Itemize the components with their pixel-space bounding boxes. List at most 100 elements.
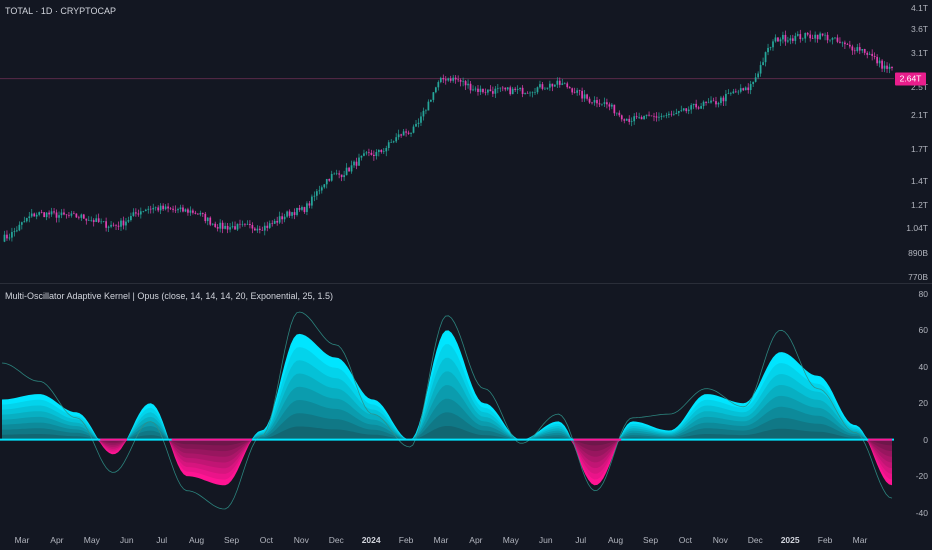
candle-body — [692, 103, 695, 106]
candle-body — [618, 112, 621, 116]
candle-body — [216, 226, 219, 229]
candle-body — [390, 142, 393, 143]
candle-body — [194, 212, 197, 214]
candle-body — [13, 231, 16, 233]
pane-divider[interactable] — [0, 283, 932, 284]
candle-body — [727, 93, 730, 94]
candle-body — [670, 113, 673, 115]
candle-body — [863, 49, 866, 53]
price-scale[interactable]: 4.1T 3.6T 3.1T 2.5T 2.1T 1.7T 1.4T 1.2T 1.04T 890… — [894, 0, 932, 283]
time-tick: Dec — [328, 535, 344, 545]
candle-body — [608, 104, 611, 107]
candle-body — [809, 34, 812, 39]
candle-body — [777, 37, 779, 42]
bear-band — [2, 439, 892, 486]
candle-body — [286, 211, 288, 217]
candle-body — [685, 108, 688, 112]
candle-body — [536, 87, 539, 93]
candle-body — [278, 216, 281, 223]
price-chart[interactable] — [0, 0, 894, 283]
candle-body — [350, 165, 353, 172]
candle-body — [705, 101, 707, 103]
candle-body — [675, 112, 678, 115]
candle-body — [189, 210, 192, 213]
oscillator-pane[interactable]: Multi-Oscillator Adaptive Kernel | Opus … — [0, 284, 894, 528]
time-scale[interactable]: Mar Apr May Jun Jul Aug Sep Oct Nov Dec 2024 Feb Mar… — [0, 528, 894, 550]
candle-body — [75, 213, 78, 218]
candle-body — [28, 216, 31, 219]
candle-body — [102, 221, 105, 222]
candle-body — [444, 79, 447, 81]
oscillator-tick: 0 — [923, 434, 928, 445]
candle-body — [402, 131, 405, 136]
candle-body — [576, 90, 579, 93]
candle-body — [434, 87, 437, 93]
candle-body — [368, 152, 370, 153]
candle-body — [529, 92, 531, 94]
candle-body — [883, 65, 886, 69]
candle-body — [144, 209, 147, 212]
price-tick: 890B — [908, 248, 928, 259]
time-tick: Mar — [433, 535, 449, 545]
candle-body — [816, 34, 819, 40]
candle-body — [643, 115, 645, 120]
candle-body — [33, 213, 36, 217]
candle-body — [878, 60, 881, 64]
candle-body — [858, 47, 861, 51]
candle-body — [806, 33, 809, 35]
candle-body — [886, 65, 888, 69]
candle-body — [135, 212, 137, 214]
candle-body — [601, 103, 603, 105]
candle-body — [524, 93, 526, 95]
candle-body — [43, 212, 46, 218]
candle-body — [573, 92, 576, 94]
candle-body — [375, 152, 378, 157]
candle-body — [73, 213, 75, 215]
candle-body — [182, 207, 184, 212]
candle-body — [482, 88, 484, 93]
oscillator-scale[interactable]: 80 60 40 20 0 -20 -40 — [894, 284, 932, 528]
candle-body — [811, 38, 814, 39]
candle-body — [804, 33, 807, 39]
candle-body — [387, 142, 390, 148]
candle-body — [871, 53, 874, 57]
candle-body — [717, 102, 720, 105]
candle-body — [226, 225, 229, 230]
candle-body — [169, 208, 172, 210]
price-pane[interactable]: TOTAL · 1D · CRYPTOCAP — [0, 0, 894, 283]
candle-body — [680, 110, 683, 112]
candle-body — [405, 131, 407, 133]
candle-body — [420, 116, 422, 123]
candle-body — [489, 89, 492, 92]
indicator-legend[interactable]: Multi-Oscillator Adaptive Kernel | Opus … — [5, 291, 334, 301]
candle-body — [353, 161, 355, 166]
bear-band — [2, 439, 892, 463]
candle-body — [139, 211, 142, 215]
candle-body — [789, 38, 792, 41]
time-tick: Apr — [469, 535, 483, 545]
candle-body — [484, 92, 487, 93]
candle-body — [539, 84, 541, 88]
candle-body — [370, 152, 373, 155]
candle-body — [400, 134, 403, 136]
candle-body — [784, 34, 787, 42]
candle-body — [430, 99, 432, 102]
candle-body — [192, 210, 194, 213]
candle-body — [288, 211, 291, 216]
candle-body — [271, 223, 274, 224]
oscillator-chart[interactable] — [0, 284, 894, 528]
candle-body — [40, 212, 43, 213]
bear-band — [2, 439, 892, 480]
symbol-legend[interactable]: TOTAL · 1D · CRYPTOCAP — [5, 6, 117, 16]
candle-body — [187, 209, 189, 213]
kernel-bands — [2, 330, 892, 486]
candle-body — [53, 211, 55, 213]
candle-body — [201, 212, 204, 214]
oscillator-tick: 80 — [918, 288, 928, 299]
candle-body — [526, 93, 529, 94]
candle-body — [234, 226, 236, 230]
candle-body — [491, 91, 494, 94]
candle-body — [125, 221, 127, 226]
candle-body — [868, 53, 871, 55]
candle-body — [80, 214, 83, 218]
